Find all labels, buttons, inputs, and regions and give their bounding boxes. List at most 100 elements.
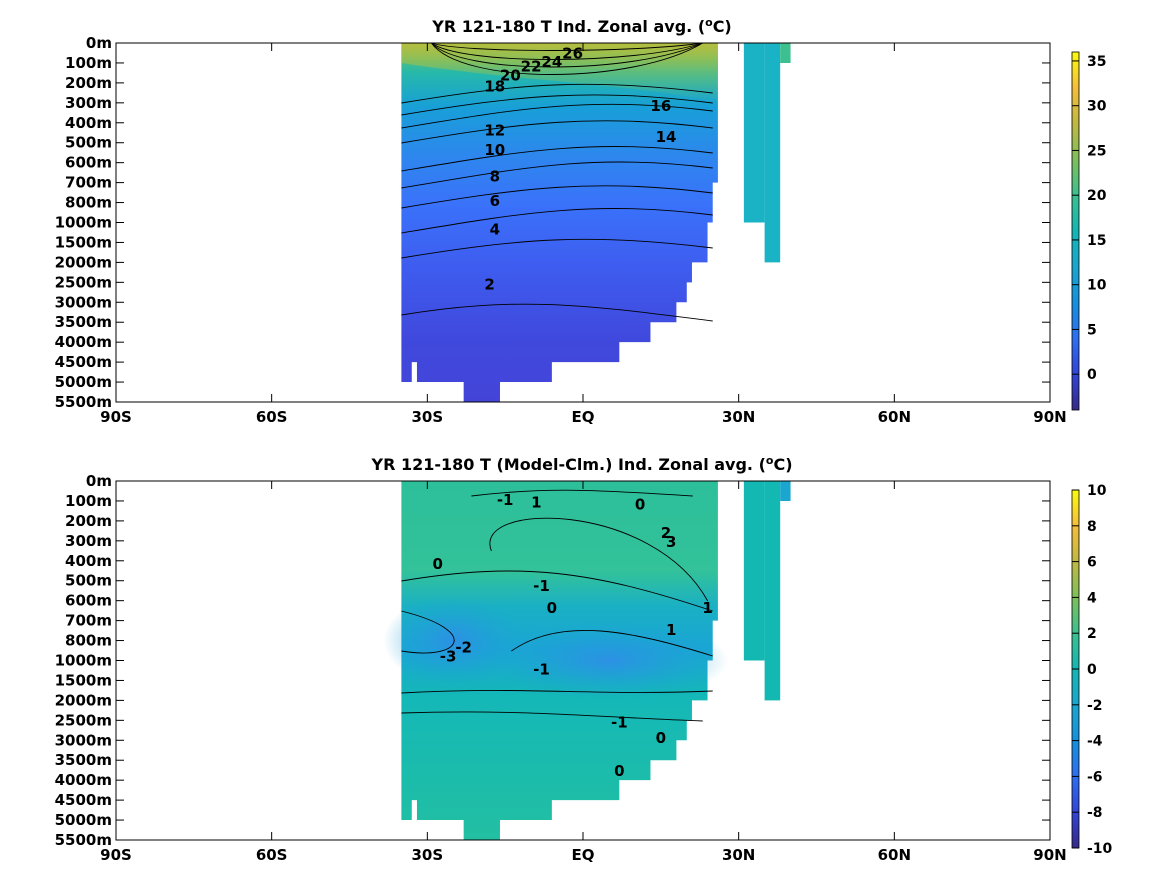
north-basin-column xyxy=(764,481,781,701)
y-tick-label: 1500m xyxy=(55,671,112,689)
colorbar-scale xyxy=(1071,51,1080,411)
contour-label: 1 xyxy=(702,599,712,617)
contour-line xyxy=(401,238,713,259)
colorbar-tick-label: 35 xyxy=(1087,54,1106,70)
x-tick-label: 60S xyxy=(256,846,288,864)
colorbar-tick-label: -10 xyxy=(1087,841,1113,857)
contour-label: 26 xyxy=(562,44,583,62)
y-tick-label: 0m xyxy=(86,34,112,52)
north-basin-column xyxy=(780,43,791,63)
contour-label: 20 xyxy=(500,66,521,84)
contour-label: 0 xyxy=(614,762,624,780)
y-tick-label: 400m xyxy=(65,552,112,570)
contour-label: 1 xyxy=(666,621,676,639)
colorbar-tick-label: 25 xyxy=(1087,143,1106,159)
x-tick-label: 90N xyxy=(1033,408,1066,426)
contour-label: 16 xyxy=(650,97,671,115)
warm-surface-layer xyxy=(401,43,718,103)
y-tick-label: 3500m xyxy=(55,751,112,769)
contour-label: -1 xyxy=(533,661,550,679)
colorbar-tick-label: -8 xyxy=(1087,805,1103,821)
contour-label: 0 xyxy=(432,555,442,573)
y-tick-label: 1000m xyxy=(55,652,112,670)
contour-line xyxy=(431,42,703,68)
x-tick-label: 60S xyxy=(256,408,288,426)
y-tick-label: 5500m xyxy=(55,831,112,849)
colorbar-tick-label: 4 xyxy=(1087,590,1097,606)
contour-line xyxy=(471,489,693,497)
colorbar-tick-label: 15 xyxy=(1087,233,1106,249)
chart-title: YR 121-180 T (Model-Clm.) Ind. Zonal avg… xyxy=(370,454,792,474)
contour-label: 2 xyxy=(484,275,494,293)
y-tick-label: 1000m xyxy=(55,214,112,232)
y-tick-label: 5000m xyxy=(55,811,112,829)
y-tick-label: 600m xyxy=(65,592,112,610)
y-tick-label: 100m xyxy=(65,54,112,72)
contour-label: 4 xyxy=(490,220,500,238)
colorbar-tick-label: -2 xyxy=(1087,698,1103,714)
y-tick-label: 800m xyxy=(65,632,112,650)
x-tick-label: 60N xyxy=(878,408,911,426)
contour-line xyxy=(511,629,713,657)
contour-line xyxy=(401,303,713,322)
contour-label: 18 xyxy=(484,77,505,95)
contour-label: -1 xyxy=(533,577,550,595)
y-tick-label: 500m xyxy=(65,134,112,152)
contour-lines xyxy=(401,42,713,322)
y-tick-label: 4500m xyxy=(55,353,112,371)
contour-label: 2 xyxy=(661,524,671,542)
contour-line xyxy=(431,42,703,51)
contour-label: 1 xyxy=(531,493,541,511)
chart-title: YR 121-180 T Ind. Zonal avg. (oC) xyxy=(431,16,732,36)
contour-line xyxy=(401,83,713,104)
colorbar-tick-label: 5 xyxy=(1087,322,1097,338)
contour-label: 24 xyxy=(541,53,562,71)
contour-label: 12 xyxy=(484,121,505,139)
contour-label: 0 xyxy=(656,729,666,747)
contour-line xyxy=(431,42,703,75)
x-tick-label: 30N xyxy=(722,846,755,864)
y-tick-label: 400m xyxy=(65,114,112,132)
colorbar: 35 30 25 20 15 10 5 0 xyxy=(1071,51,1107,411)
north-basin-column xyxy=(764,43,781,263)
contour-label: -3 xyxy=(440,647,457,665)
north-basin-column xyxy=(743,43,765,223)
y-tick-label: 2500m xyxy=(55,273,112,291)
colorbar-tick-label: -6 xyxy=(1087,769,1103,785)
contour-label: 3 xyxy=(666,533,676,551)
y-axis: 0m100m200m300m400m500m600m700m800m1000m1… xyxy=(55,34,1050,411)
x-tick-label: 90S xyxy=(100,846,132,864)
contour-label: 14 xyxy=(656,128,677,146)
north-basin-column xyxy=(780,481,791,501)
y-axis: 0m100m200m300m400m500m600m700m800m1000m1… xyxy=(55,472,1050,849)
anomaly-panel: YR 121-180 T (Model-Clm.) Ind. Zonal avg… xyxy=(55,454,1113,864)
contour-line xyxy=(401,570,713,612)
colorbar-tick-label: 30 xyxy=(1087,99,1107,115)
y-tick-label: 4000m xyxy=(55,333,112,351)
colorbar-tick-label: 10 xyxy=(1087,278,1107,294)
colorbar-tick-label: 6 xyxy=(1087,555,1097,571)
y-tick-label: 700m xyxy=(65,612,112,630)
y-tick-label: 2000m xyxy=(55,253,112,271)
y-tick-label: 100m xyxy=(65,492,112,510)
colorbar-tick-label: 10 xyxy=(1087,483,1107,499)
contour-label: 10 xyxy=(484,141,505,159)
colorbar: 10 8 6 4 2 0 -2 -4 -6 -8 -10 xyxy=(1071,483,1113,857)
y-tick-label: 500m xyxy=(65,572,112,590)
contour-line xyxy=(401,161,713,189)
cold-anomaly xyxy=(488,620,729,701)
y-tick-label: 2000m xyxy=(55,691,112,709)
x-tick-label: 60N xyxy=(878,846,911,864)
contour-label: -1 xyxy=(611,713,628,731)
colorbar-tick-label: 0 xyxy=(1087,662,1097,678)
colorbar-tick-label: 8 xyxy=(1087,519,1097,535)
contour-line xyxy=(401,94,713,116)
y-tick-label: 3000m xyxy=(55,731,112,749)
cold-anomaly xyxy=(383,595,524,686)
colorbar-tick-label: 0 xyxy=(1087,367,1097,383)
colorbar-tick-label: -4 xyxy=(1087,734,1103,750)
y-tick-label: 200m xyxy=(65,512,112,530)
